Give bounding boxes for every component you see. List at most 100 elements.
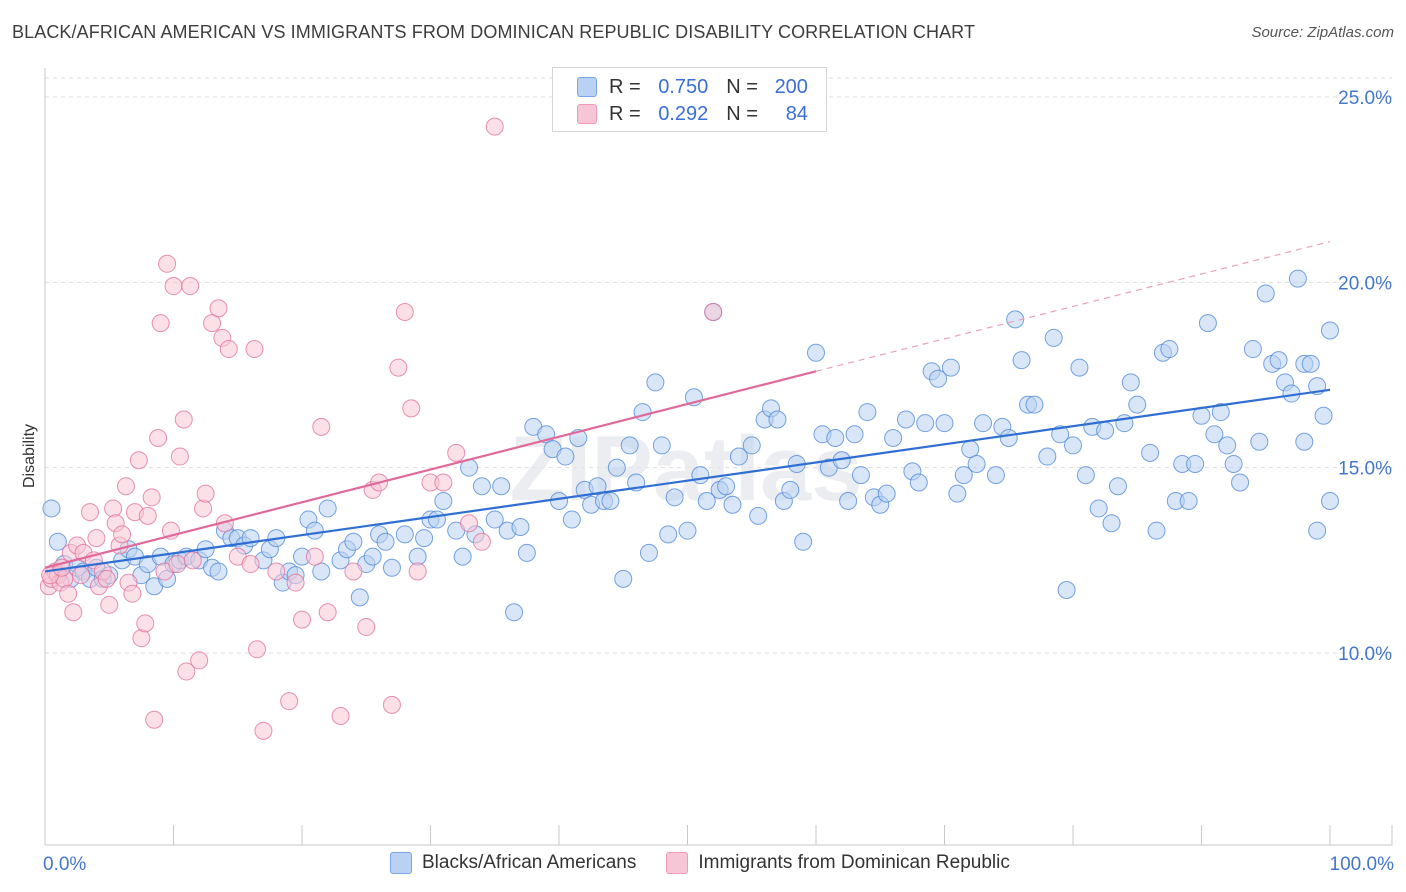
data-point <box>376 532 395 551</box>
data-point <box>485 117 504 136</box>
data-point <box>248 640 267 659</box>
data-point <box>1295 432 1314 451</box>
data-point <box>104 499 123 518</box>
data-point <box>64 603 83 622</box>
data-point <box>427 510 446 529</box>
data-point <box>1096 421 1115 440</box>
data-point <box>116 477 135 496</box>
data-point <box>59 584 78 603</box>
data-point <box>357 618 376 637</box>
data-point <box>1288 269 1307 288</box>
data-point <box>948 484 967 503</box>
data-point <box>312 417 331 436</box>
data-point <box>505 603 524 622</box>
data-point <box>350 588 369 607</box>
data-point <box>1070 358 1089 377</box>
data-point <box>614 569 633 588</box>
data-point <box>174 410 193 429</box>
data-point <box>1147 521 1166 540</box>
data-point <box>181 277 200 296</box>
data-point <box>1038 447 1057 466</box>
data-point <box>382 558 401 577</box>
data-point <box>293 610 311 629</box>
data-point <box>999 429 1018 448</box>
data-point <box>877 484 896 503</box>
data-point <box>100 595 119 614</box>
data-point <box>1308 521 1327 540</box>
legend-r-value: 0.292 <box>658 102 709 125</box>
data-point <box>1218 436 1237 455</box>
data-point <box>286 573 305 592</box>
data-point <box>697 492 716 511</box>
data-point <box>158 254 177 273</box>
x-tick-label: 0.0% <box>43 854 86 875</box>
data-point <box>254 721 273 740</box>
data-point <box>1211 403 1230 422</box>
chart-title: BLACK/AFRICAN AMERICAN VS IMMIGRANTS FRO… <box>12 22 976 42</box>
data-point <box>219 340 238 359</box>
data-point <box>1314 406 1333 425</box>
legend-r-label: R = <box>609 75 641 98</box>
legend-n-label: N = <box>726 75 758 98</box>
data-point <box>382 695 401 714</box>
y-tick-label: 10.0% <box>1338 644 1392 665</box>
data-point <box>1121 373 1140 392</box>
data-point <box>1205 425 1224 444</box>
data-point <box>97 569 116 588</box>
data-point <box>665 488 684 507</box>
data-point <box>1076 466 1095 485</box>
data-point <box>472 532 491 551</box>
data-point <box>704 302 723 321</box>
data-point <box>1321 321 1339 340</box>
data-point <box>136 614 155 633</box>
data-point <box>986 466 1005 485</box>
data-point <box>1108 477 1127 496</box>
data-point <box>1012 351 1031 370</box>
data-point <box>1256 284 1275 303</box>
data-point <box>916 414 935 433</box>
data-point <box>48 532 67 551</box>
data-point <box>395 302 414 321</box>
data-point <box>1089 499 1108 518</box>
data-point <box>896 410 915 429</box>
data-point <box>142 488 161 507</box>
trend-line-dominican-extension <box>815 240 1331 372</box>
data-point <box>168 555 187 574</box>
data-point <box>87 529 106 548</box>
data-point <box>389 358 408 377</box>
data-point <box>395 525 414 544</box>
legend-label: Immigrants from Dominican Republic <box>698 852 1010 873</box>
legend-label: Blacks/African Americans <box>422 852 637 873</box>
data-point <box>447 443 466 462</box>
data-point <box>344 532 363 551</box>
data-point <box>768 410 787 429</box>
data-point <box>556 447 575 466</box>
data-point <box>42 499 61 518</box>
axes <box>44 68 1393 846</box>
data-point <box>639 543 658 562</box>
data-point <box>1064 436 1082 455</box>
data-point <box>794 532 813 551</box>
data-point <box>280 692 299 711</box>
data-point <box>80 503 99 522</box>
y-tick-label: 15.0% <box>1338 459 1392 480</box>
data-point <box>149 429 168 448</box>
data-point <box>434 492 453 511</box>
series-blacks-points <box>42 269 1339 622</box>
data-point <box>646 373 665 392</box>
data-point <box>723 495 742 514</box>
data-point <box>717 477 736 496</box>
data-point <box>363 547 382 566</box>
data-point <box>209 562 228 581</box>
data-point <box>434 473 453 492</box>
data-point <box>1250 432 1269 451</box>
data-point <box>164 277 183 296</box>
data-point <box>607 458 626 477</box>
data-point <box>312 562 331 581</box>
data-point <box>472 477 491 496</box>
legend-row-blacks: R = 0.750 N = 200 <box>577 74 808 100</box>
data-point <box>884 429 903 448</box>
data-point <box>742 436 761 455</box>
data-point <box>1186 454 1205 473</box>
data-point <box>170 447 189 466</box>
